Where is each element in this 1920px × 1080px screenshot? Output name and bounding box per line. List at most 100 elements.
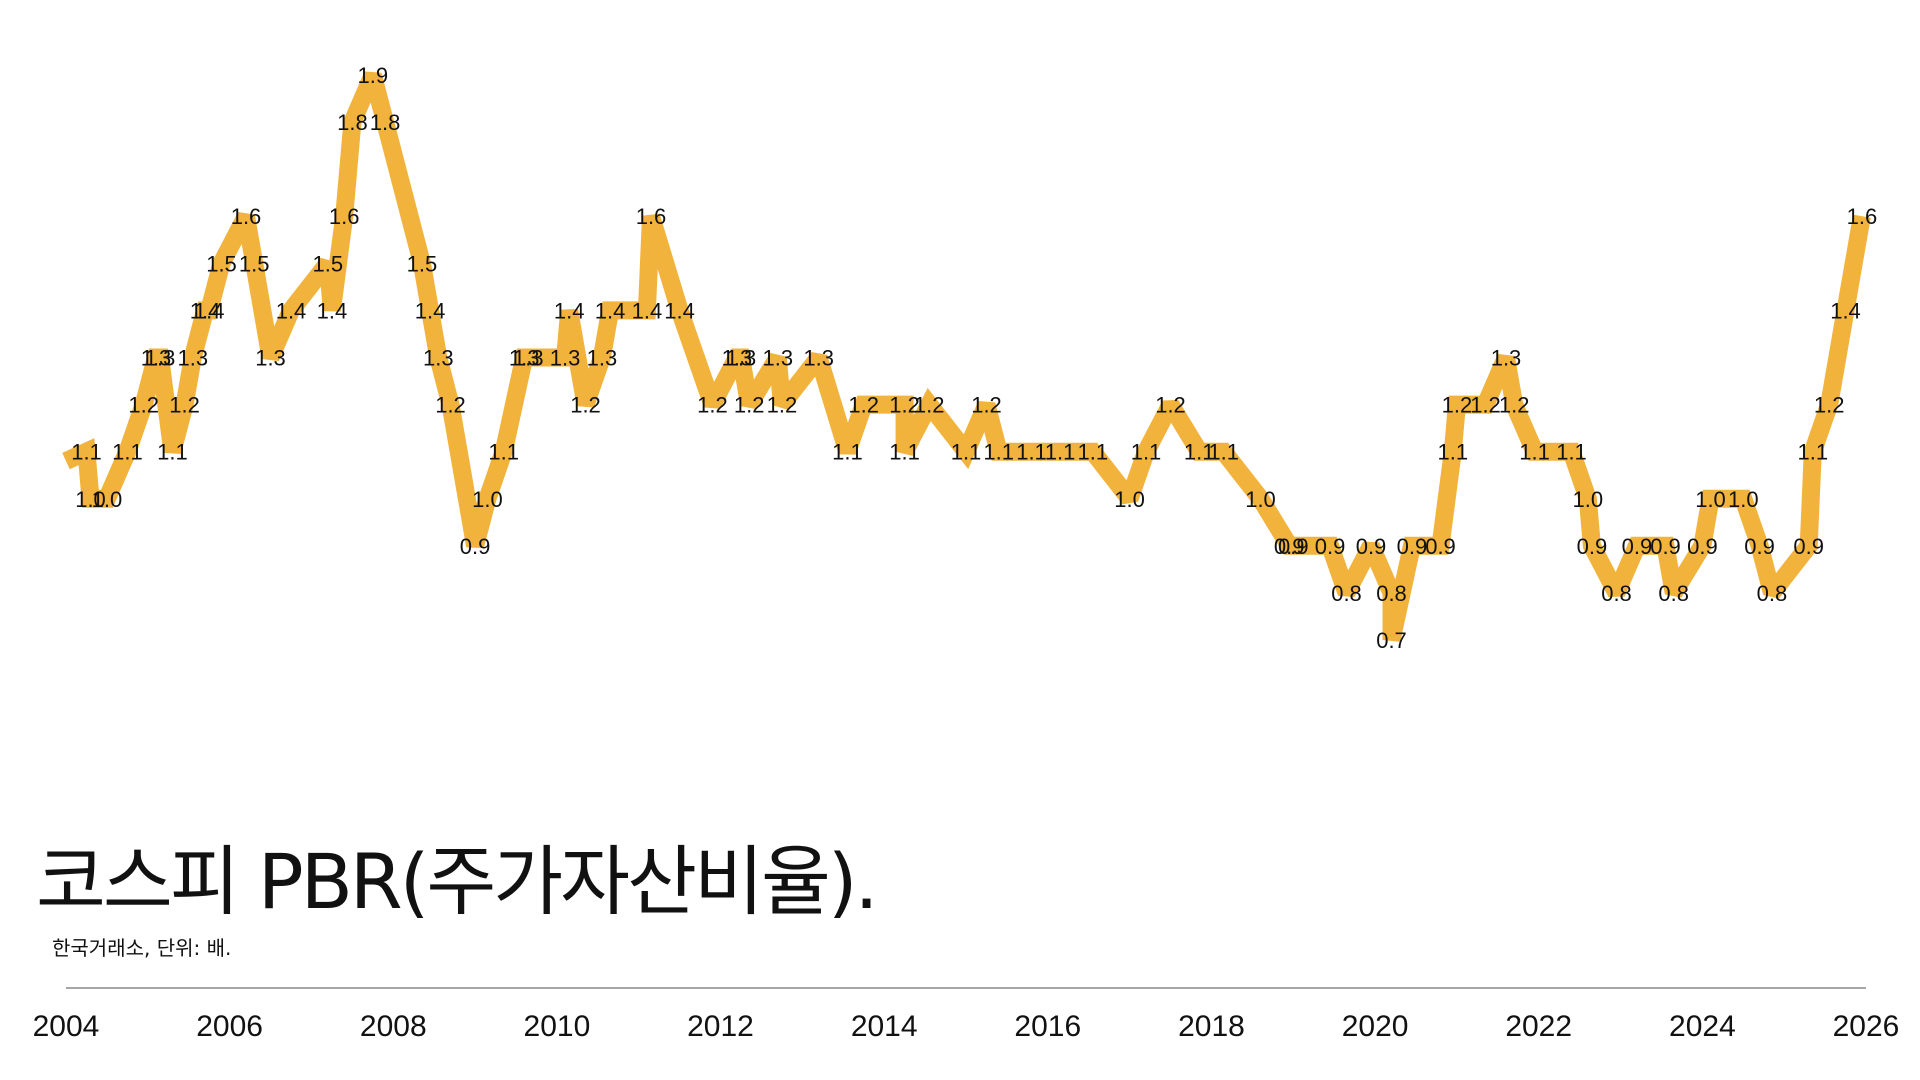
data-label: 1.2 — [128, 393, 159, 418]
data-label: 1.2 — [570, 393, 601, 418]
data-label: 0.9 — [1744, 534, 1775, 559]
data-label: 1.1 — [157, 440, 188, 465]
data-label: 1.1 — [1131, 440, 1162, 465]
x-tick-label: 2014 — [851, 1010, 918, 1043]
data-label: 0.9 — [1315, 534, 1346, 559]
data-label: 0.8 — [1601, 581, 1632, 606]
data-label: 1.4 — [1830, 298, 1861, 323]
data-label: 1.0 — [92, 487, 123, 512]
data-label: 1.3 — [145, 346, 176, 371]
data-label: 0.9 — [1687, 534, 1718, 559]
data-label: 1.0 — [75, 487, 106, 512]
data-label: 1.4 — [632, 298, 663, 323]
data-label: 1.2 — [169, 393, 200, 418]
data-label: 0.8 — [1757, 581, 1788, 606]
data-label: 1.3 — [587, 346, 618, 371]
data-label: 1.2 — [1155, 393, 1186, 418]
data-label: 1.0 — [1573, 487, 1604, 512]
data-label: 1.1 — [112, 440, 143, 465]
data-label: 1.0 — [1728, 487, 1759, 512]
data-label: 1.1 — [832, 440, 863, 465]
chart-source: 한국거래소, 단위: 배. — [52, 936, 232, 960]
data-label: 1.5 — [239, 251, 270, 276]
data-label: 1.4 — [415, 298, 446, 323]
data-label: 0.9 — [1650, 534, 1681, 559]
x-tick-label: 2026 — [1833, 1010, 1900, 1043]
data-label: 1.2 — [914, 393, 945, 418]
data-label: 1.4 — [664, 298, 695, 323]
data-label: 1.5 — [206, 251, 237, 276]
data-label: 1.4 — [317, 298, 348, 323]
data-label: 0.7 — [1376, 628, 1407, 653]
data-label: 1.2 — [971, 393, 1002, 418]
data-label: 1.0 — [1695, 487, 1726, 512]
data-label: 0.9 — [1793, 534, 1824, 559]
data-label: 0.9 — [1397, 534, 1428, 559]
data-label: 1.1 — [1184, 440, 1215, 465]
data-label: 0.9 — [1425, 534, 1456, 559]
data-label: 1.2 — [435, 393, 466, 418]
data-label: 1.3 — [550, 346, 581, 371]
data-label: 1.2 — [767, 393, 798, 418]
chart-title: 코스피 PBR(주가자산비율). — [36, 837, 879, 926]
data-label: 1.6 — [636, 204, 667, 229]
data-label: 1.5 — [313, 251, 344, 276]
data-label: 1.1 — [1208, 440, 1239, 465]
data-label: 1.3 — [178, 346, 209, 371]
data-label: 1.1 — [1519, 440, 1550, 465]
data-label: 0.9 — [1278, 534, 1309, 559]
data-label: 1.1 — [71, 440, 102, 465]
data-label: 1.6 — [329, 204, 360, 229]
data-label: 1.5 — [407, 251, 438, 276]
data-label: 1.4 — [595, 298, 626, 323]
data-label: 1.8 — [370, 110, 401, 135]
data-label: 1.1 — [889, 440, 920, 465]
data-label: 1.3 — [726, 346, 757, 371]
data-label: 1.2 — [848, 393, 879, 418]
x-tick-label: 2022 — [1505, 1010, 1572, 1043]
data-label: 1.1 — [1016, 440, 1047, 465]
data-label: 1.3 — [423, 346, 454, 371]
data-label: 0.9 — [1356, 534, 1387, 559]
data-label: 0.9 — [1622, 534, 1653, 559]
data-label: 1.2 — [1470, 393, 1501, 418]
data-label: 1.1 — [1045, 440, 1076, 465]
data-label: 1.3 — [722, 346, 753, 371]
x-tick-label: 2004 — [33, 1010, 100, 1043]
x-tick-label: 2020 — [1342, 1010, 1409, 1043]
data-label: 1.3 — [1491, 346, 1522, 371]
data-label: 1.3 — [763, 346, 794, 371]
x-tick-label: 2008 — [360, 1010, 427, 1043]
data-label-layer: 1.11.01.01.11.21.31.31.11.21.31.41.41.51… — [71, 63, 1877, 653]
data-label: 1.8 — [337, 110, 368, 135]
data-label: 1.1 — [1798, 440, 1829, 465]
data-label: 1.4 — [554, 298, 585, 323]
data-label: 1.1 — [1556, 440, 1587, 465]
data-label: 1.0 — [472, 487, 503, 512]
data-label: 0.8 — [1658, 581, 1689, 606]
data-label: 1.9 — [358, 63, 389, 88]
data-label: 1.1 — [951, 440, 982, 465]
data-label: 0.9 — [460, 534, 491, 559]
line-layer — [62, 71, 1871, 642]
data-label: 1.2 — [1814, 393, 1845, 418]
data-label: 1.3 — [803, 346, 834, 371]
data-label: 1.3 — [255, 346, 286, 371]
data-label: 1.0 — [1114, 487, 1145, 512]
x-tick-label: 2012 — [687, 1010, 754, 1043]
data-label: 1.3 — [509, 346, 540, 371]
data-label: 0.9 — [1274, 534, 1305, 559]
series-line-0 — [62, 71, 1871, 642]
data-label: 1.3 — [141, 346, 172, 371]
x-axis-ticks: 2004 2006 2008 2010 2012 2014 2016 2018 2020 2022… — [33, 1010, 1900, 1043]
data-label: 1.1 — [488, 440, 519, 465]
data-label: 0.8 — [1331, 581, 1362, 606]
data-label: 1.2 — [697, 393, 728, 418]
data-label: 1.4 — [190, 298, 221, 323]
data-label: 0.9 — [1577, 534, 1608, 559]
data-label: 1.2 — [889, 393, 920, 418]
data-label: 1.0 — [1245, 487, 1276, 512]
data-label: 1.6 — [231, 204, 262, 229]
data-label: 1.4 — [276, 298, 307, 323]
